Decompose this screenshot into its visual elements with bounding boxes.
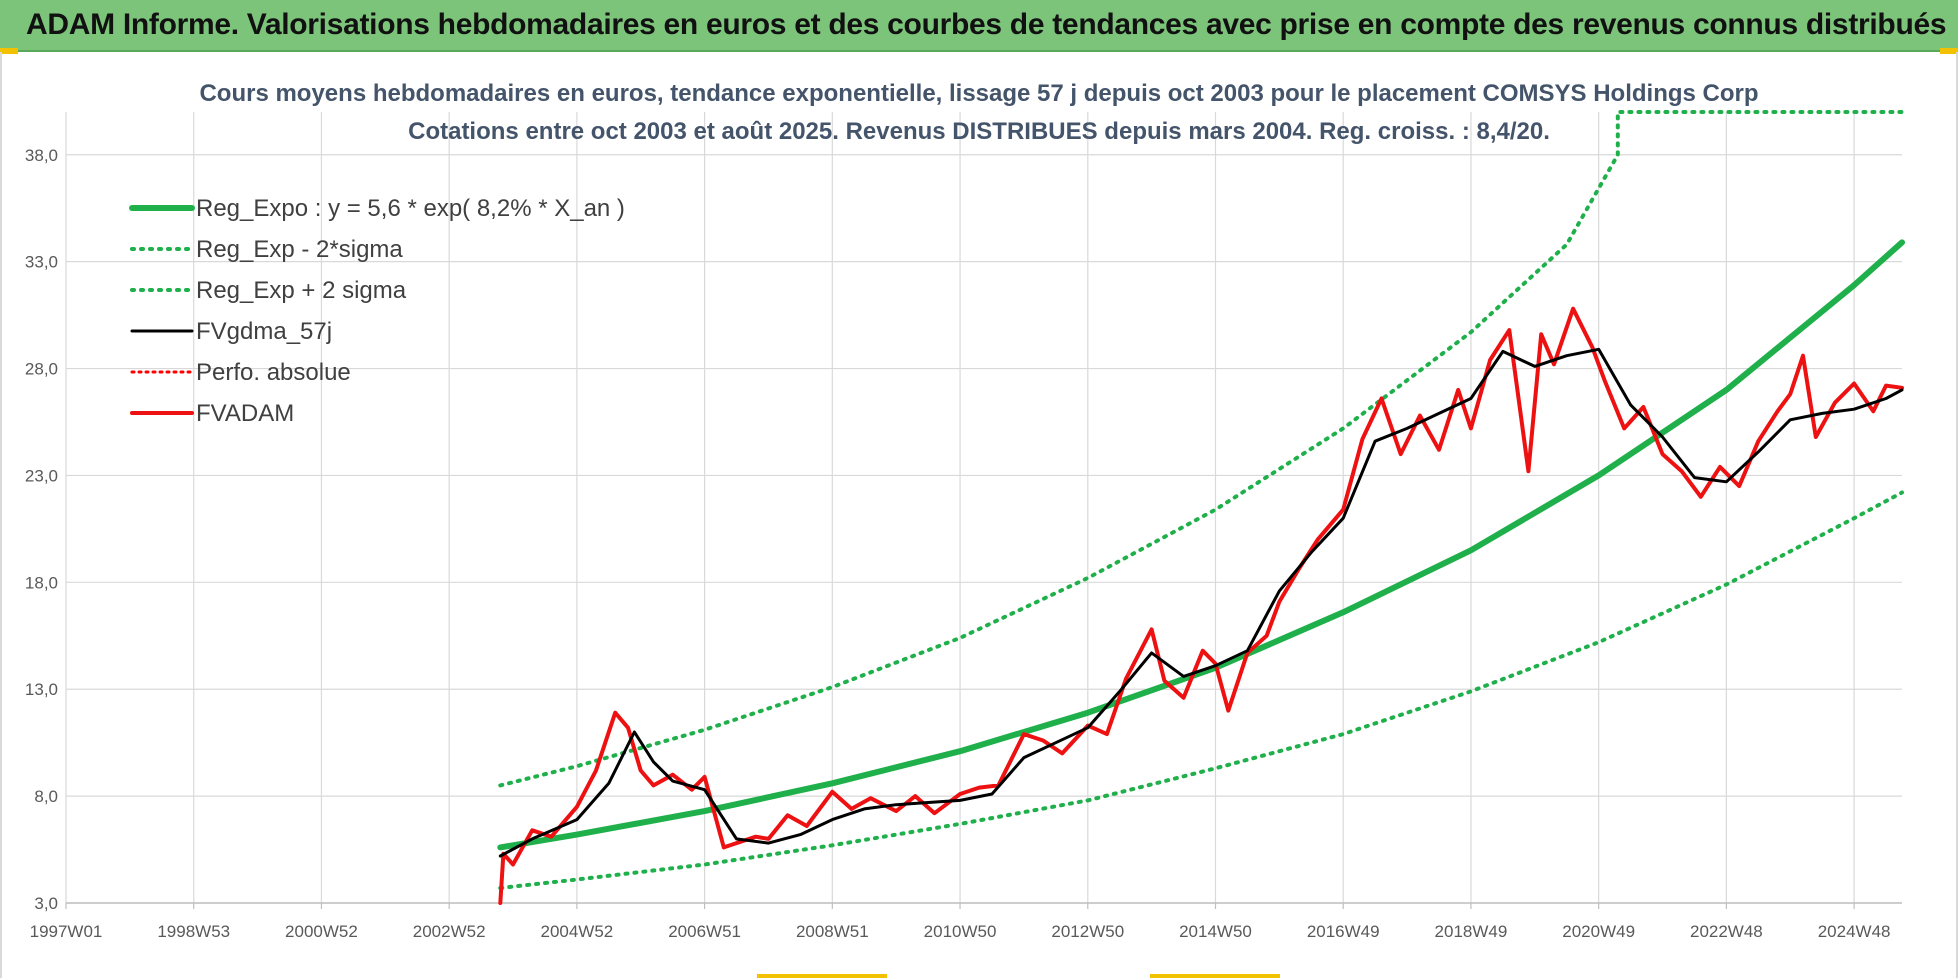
corner-mark-right (1940, 48, 1958, 54)
x-tick-label: 2002W52 (413, 922, 486, 941)
y-tick-label: 18,0 (25, 573, 58, 592)
bottom-mark-2 (1150, 974, 1280, 978)
legend-label: Perfo. absolue (196, 359, 351, 386)
x-tick-label: 1997W01 (30, 922, 103, 941)
legend-label: Reg_Expo : y = 5,6 * exp( 8,2% * X_an ) (196, 195, 625, 222)
chart-frame (0, 52, 1958, 978)
series-layer (497, 110, 1905, 905)
x-tick-label: 2004W52 (540, 922, 613, 941)
x-tick-label: 2016W49 (1307, 922, 1380, 941)
x-tick-label: 2020W49 (1562, 922, 1635, 941)
x-tick-label: 2000W52 (285, 922, 358, 941)
x-tick-label: 2010W50 (924, 922, 997, 941)
report-banner: ADAM Informe. Valorisations hebdomadaire… (0, 0, 1958, 52)
chart-title: Cours moyens hebdomadaires en euros, ten… (199, 80, 1759, 107)
legend-label: Reg_Exp - 2*sigma (196, 236, 403, 263)
series-line-0 (497, 239, 1905, 851)
series-line-3 (498, 347, 1904, 858)
y-tick-label: 28,0 (25, 360, 58, 379)
x-tick-label: 1998W53 (157, 922, 230, 941)
y-tick-label: 8,0 (34, 787, 58, 806)
x-tick-label: 2008W51 (796, 922, 869, 941)
chart-subtitle: Cotations entre oct 2003 et août 2025. R… (408, 118, 1550, 145)
series-line-1 (498, 490, 1904, 890)
y-tick-label: 38,0 (25, 146, 58, 165)
series-line-2 (498, 110, 1904, 788)
x-tick-label: 2024W48 (1818, 922, 1891, 941)
x-tick-label: 2018W49 (1435, 922, 1508, 941)
bottom-mark-1 (757, 974, 887, 978)
grid-lines (65, 112, 1902, 904)
legend-label: FVgdma_57j (196, 318, 332, 345)
x-tick-label: 2012W50 (1051, 922, 1124, 941)
x-tick-label: 2014W50 (1179, 922, 1252, 941)
x-tick-label: 2022W48 (1690, 922, 1763, 941)
axes: 3,0 8,0 13,0 18,0 23,0 28,0 33,0 38,0 1997W01 199… (25, 146, 1902, 941)
legend-label: Reg_Exp + 2 sigma (196, 277, 407, 304)
corner-mark-left (0, 48, 18, 54)
y-tick-label: 3,0 (34, 894, 58, 913)
legend: Reg_Expo : y = 5,6 * exp( 8,2% * X_an ) R… (129, 195, 625, 427)
legend-label: FVADAM (196, 400, 294, 427)
report-title: ADAM Informe. Valorisations hebdomadaire… (26, 8, 1947, 41)
y-tick-label: 33,0 (25, 253, 58, 272)
x-tick-label: 2006W51 (668, 922, 741, 941)
y-tick-label: 13,0 (25, 680, 58, 699)
series-line-4 (498, 306, 1904, 905)
y-tick-label: 23,0 (25, 466, 58, 485)
